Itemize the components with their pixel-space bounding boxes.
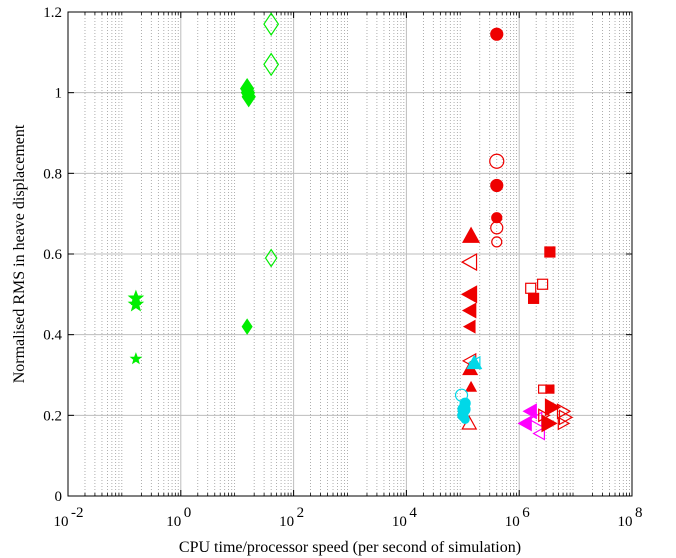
data-point-square [545,384,555,394]
data-point-diamond [263,12,280,36]
data-point-triangle-right [541,414,558,433]
data-point-square [527,292,540,304]
x-tick-label-exponent: -2 [71,505,84,521]
data-point-circle [490,27,504,41]
axis-ticks [67,11,633,497]
data-point-triangle-left [460,285,478,304]
x-tick-label: 10 [392,514,407,530]
data-point-circle [460,414,470,424]
data-point-circle [490,178,504,193]
data-point-diamond [241,86,256,108]
data-point-circle [491,212,503,224]
data-point-triangle-left [462,319,476,334]
data-point-triangle-left [522,403,537,420]
data-point-triangle-up [465,380,478,392]
y-tick-label: 1.2 [43,5,62,21]
x-tick-label: 10 [54,514,69,530]
data-point-triangle-left [461,302,477,319]
data-point-triangle-left [517,415,532,432]
data-point-star [127,295,145,312]
data-point-triangle-left [467,355,481,370]
data-point-circle [491,236,503,248]
x-tick-label-exponent: 4 [409,505,417,521]
data-point-diamond [241,318,253,335]
data-point-triangle-up [462,226,481,243]
y-tick-label: 0.2 [43,408,62,424]
x-tick-label-exponent: 2 [297,505,305,521]
y-axis-title: Normalised RMS in heave displacement [11,124,28,383]
x-tick-label: 10 [279,514,294,530]
y-tick-label: 0.6 [43,247,62,263]
data-point-triangle-left [532,426,545,441]
y-tick-label: 1 [55,86,63,102]
data-point-square [544,246,556,258]
data-point-triangle-right [544,398,562,417]
x-tick-label: 10 [505,514,520,530]
data-point-square [537,278,549,290]
x-tick-label: 10 [166,514,181,530]
y-tick-labels: 0 0.2 0.4 0.6 0.8 1 1.2 [43,5,62,505]
y-tick-label: 0.8 [43,166,62,182]
x-axis-title: CPU time/processor speed (per second of … [179,539,521,556]
data-point-triangle-right [558,409,574,426]
data-point-triangle-left [460,253,478,272]
y-tick-label: 0 [55,489,63,505]
data-point-triangle-right [538,408,551,423]
x-tick-label: 10 [618,514,633,530]
x-tick-label-exponent: 0 [184,505,192,521]
data-point-circle [489,153,505,169]
data-point-triangle-right [556,403,572,420]
data-point-triangle-right [557,416,571,431]
data-point-circle [490,221,504,235]
data-points [127,12,574,441]
data-point-diamond [263,52,280,77]
x-tick-label-exponent: 6 [522,505,530,521]
y-tick-label: 0.4 [43,328,62,344]
data-point-diamond [264,248,278,268]
x-tick-label-exponent: 8 [635,505,643,521]
data-point-star [129,352,143,365]
